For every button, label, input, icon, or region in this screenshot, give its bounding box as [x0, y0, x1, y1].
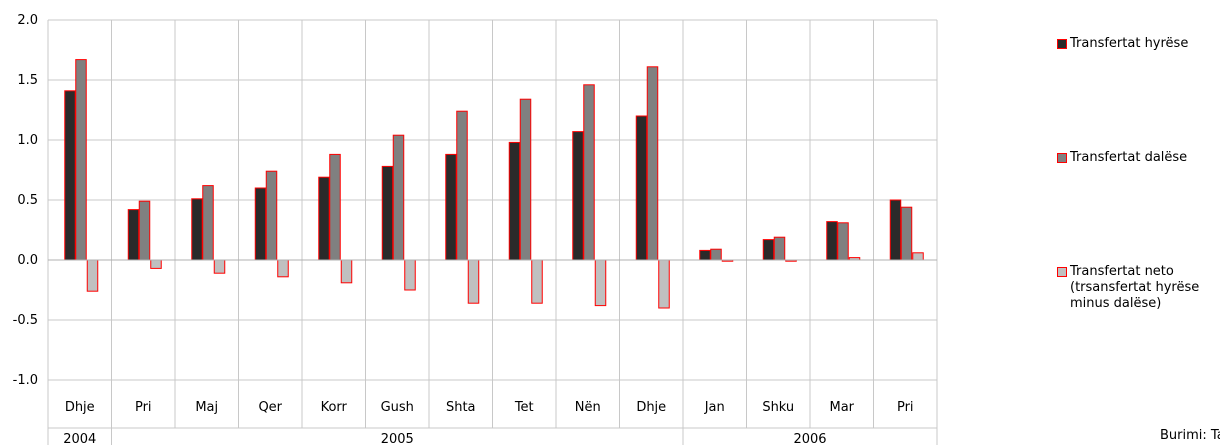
bar-series-2 [658, 259, 670, 309]
y-tick-label: -1.0 [13, 373, 38, 388]
bar-series-2 [912, 252, 924, 261]
bar-series-0 [826, 221, 838, 261]
bar-series-2 [86, 259, 99, 292]
bar-series-2 [213, 259, 226, 274]
x-year-label: 2005 [381, 432, 414, 445]
legend-item-inflows: Transfertat hyrëse [1057, 36, 1188, 52]
legend-label-net: Transfertat neto (trsansfertat hyrëse mi… [1070, 264, 1200, 311]
legend-item-outflows: Transfertat dalëse [1057, 150, 1187, 166]
x-category-label: Dhje [636, 400, 666, 415]
bar-series-1 [392, 134, 405, 261]
bar-series-1 [75, 59, 87, 261]
x-category-label: Pri [897, 400, 914, 415]
bar-series-1 [265, 170, 278, 261]
bar-series-2 [340, 259, 353, 284]
legend-label-inflows: Transfertat hyrëse [1070, 36, 1189, 51]
y-tick-label: -0.5 [13, 313, 38, 328]
bar-series-0 [572, 131, 584, 261]
bar-series-1 [646, 66, 659, 261]
bar-series-1 [900, 206, 913, 261]
bar-series-2 [150, 259, 162, 269]
bar-series-2 [467, 259, 480, 304]
x-year-label: 2004 [63, 432, 96, 445]
y-tick-label: 0.5 [17, 193, 38, 208]
x-category-label: Pri [135, 400, 152, 415]
y-tick-label: 2.0 [17, 13, 38, 28]
bar-series-1 [710, 248, 722, 261]
bar-series-0 [127, 209, 140, 261]
bar-series-0 [64, 90, 76, 261]
x-year-label: 2006 [793, 432, 826, 445]
bar-series-1 [456, 110, 468, 261]
bar-series-0 [508, 141, 521, 261]
bar-series-1 [329, 153, 341, 261]
legend-swatch-outflows [1057, 153, 1067, 163]
bar-series-2 [404, 259, 416, 291]
bar-series-0 [762, 239, 775, 261]
legend-swatch-inflows [1057, 39, 1067, 49]
legend-item-net: Transfertat neto (trsansfertat hyrëse mi… [1057, 264, 1199, 312]
source-note: Burimi: Tab [1160, 428, 1220, 443]
bar-series-0 [318, 176, 330, 261]
x-category-label: Maj [195, 400, 218, 415]
bar-series-2 [531, 259, 543, 304]
x-category-label: Shta [446, 400, 476, 415]
bar-series-1 [519, 98, 532, 261]
x-category-label: Mar [829, 400, 854, 415]
x-category-label: Korr [321, 400, 348, 415]
x-category-label: Gush [381, 400, 414, 415]
legend-label-outflows: Transfertat dalëse [1070, 150, 1188, 165]
bar-series-1 [583, 84, 595, 261]
bar-series-0 [635, 115, 648, 261]
bar-series-2 [594, 259, 607, 307]
bar-series-0 [445, 153, 457, 261]
x-category-label: Tet [514, 400, 534, 415]
bar-series-0 [699, 249, 711, 261]
x-category-label: Jan [704, 400, 725, 415]
x-category-label: Dhje [65, 400, 95, 415]
bar-series-1 [773, 236, 786, 261]
y-tick-label: 0.0 [17, 253, 38, 268]
y-tick-label: 1.5 [17, 73, 38, 88]
bar-series-0 [381, 165, 394, 261]
x-category-label: Qer [258, 400, 282, 415]
bar-series-0 [254, 187, 267, 261]
bar-series-0 [191, 198, 203, 261]
bar-series-0 [889, 199, 902, 261]
y-tick-label: 1.0 [17, 133, 38, 148]
bar-series-1 [202, 185, 214, 261]
x-category-label: Shku [762, 400, 794, 415]
bar-series-2 [277, 259, 289, 278]
legend-swatch-net [1057, 267, 1067, 277]
x-category-label: Nën [575, 400, 601, 415]
bar-series-1 [837, 222, 849, 261]
bar-series-1 [138, 200, 151, 261]
